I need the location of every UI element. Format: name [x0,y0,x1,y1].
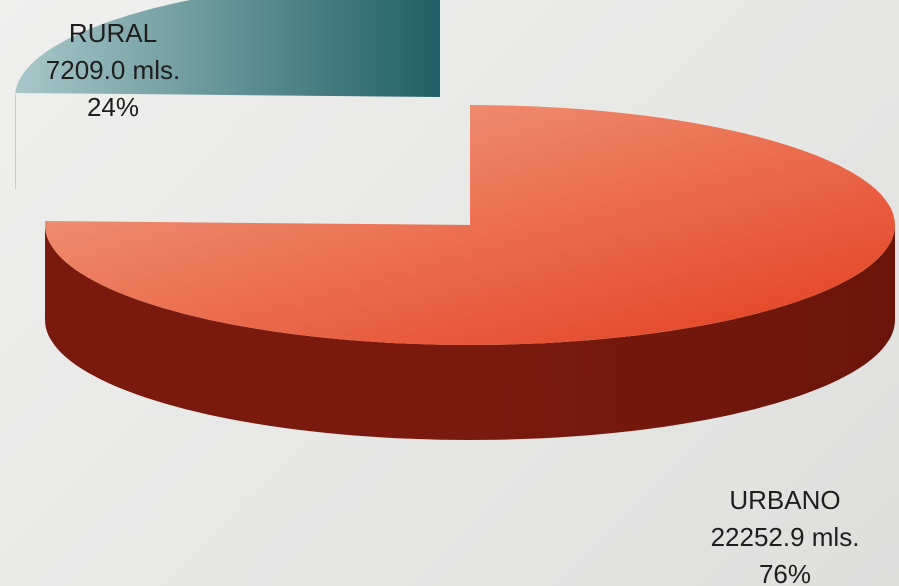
label-rural-percent: 24% [87,92,139,122]
label-urbano-name: URBANO [729,485,840,515]
slice-urbano-top [45,105,896,345]
label-urbano: URBANO 22252.9 mls. 76% [711,485,860,586]
label-rural-value: 7209.0 mls. [46,55,180,85]
slice-urbano [45,105,896,440]
label-rural: RURAL 7209.0 mls. 24% [46,18,180,122]
label-urbano-value: 22252.9 mls. [711,522,860,552]
slice-urbano-side [45,225,895,440]
label-urbano-percent: 76% [759,559,811,586]
slice-rural [15,0,440,192]
slice-rural-top [15,0,440,97]
label-rural-name: RURAL [69,18,157,48]
